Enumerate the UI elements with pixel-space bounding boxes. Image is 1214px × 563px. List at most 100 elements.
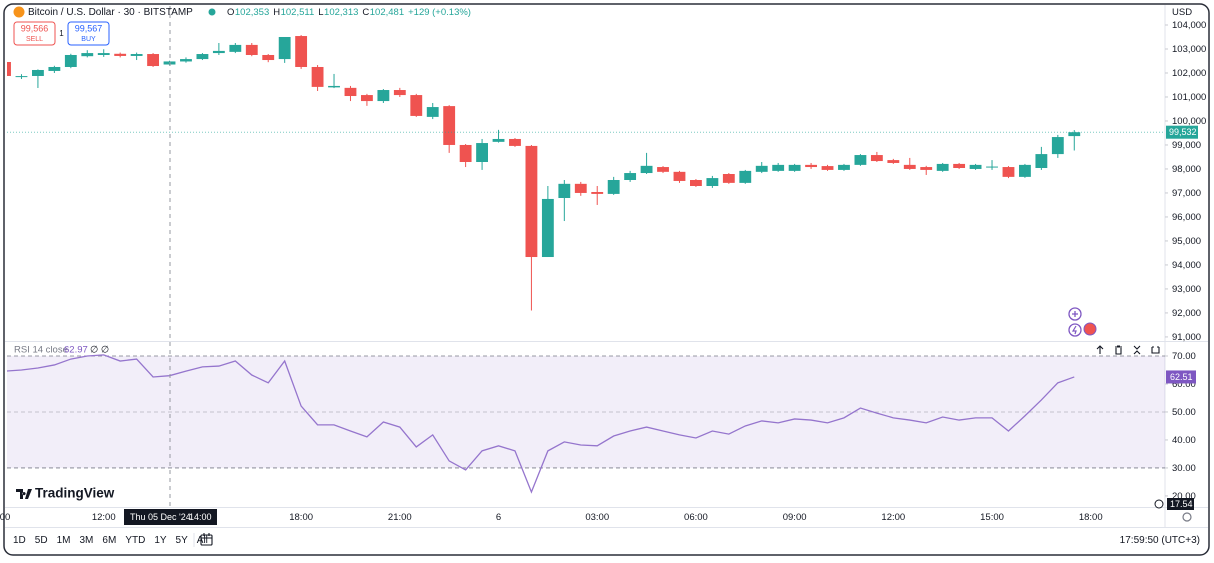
range-button[interactable]: 1Y bbox=[154, 535, 167, 546]
candle-body bbox=[640, 165, 653, 174]
candle-body bbox=[410, 95, 423, 116]
x-tick-label: 6 bbox=[496, 512, 501, 523]
crosshair-time-box bbox=[124, 509, 217, 525]
x-tick-label: 12:00 bbox=[881, 512, 905, 523]
candle-body bbox=[558, 183, 571, 198]
y-tick-label: 40.00 bbox=[1172, 435, 1196, 446]
y-tick-label: 96,000 bbox=[1172, 212, 1201, 223]
move-up-button[interactable] bbox=[1096, 345, 1104, 354]
y-tick-label: 104,000 bbox=[1172, 20, 1206, 31]
ohlc-value: 102,481 bbox=[370, 7, 404, 18]
events-icon[interactable] bbox=[1083, 322, 1097, 336]
y-tick-label: 94,000 bbox=[1172, 260, 1201, 271]
clock[interactable]: 17:59:50 (UTC+3) bbox=[1120, 535, 1200, 546]
rsi-legend-extra: ∅ ∅ bbox=[90, 345, 109, 356]
candle-body bbox=[81, 53, 94, 57]
candle-body bbox=[344, 87, 357, 97]
buy-price: 99,567 bbox=[75, 23, 103, 33]
candle-body bbox=[1051, 137, 1064, 155]
ohlc-value: 102,313 bbox=[324, 7, 358, 18]
collapse-button[interactable] bbox=[1133, 345, 1141, 355]
rsi-last-label: 62.51 bbox=[1170, 372, 1193, 382]
candle-body bbox=[509, 138, 521, 146]
candle-body bbox=[97, 53, 110, 55]
y-tick-label: 91,000 bbox=[1172, 332, 1201, 343]
alert-icon-glyph bbox=[1071, 325, 1077, 335]
crosshair-date: Thu 05 Dec '24 bbox=[130, 512, 191, 522]
candle-body bbox=[426, 107, 439, 117]
ohlc-key: L bbox=[318, 7, 323, 18]
candle-body bbox=[278, 36, 291, 60]
range-button[interactable]: All bbox=[197, 535, 208, 546]
candle-body bbox=[624, 173, 637, 180]
y-tick-label: 100,000 bbox=[1172, 116, 1206, 127]
rsi-pane bbox=[7, 354, 1075, 494]
range-button[interactable]: 1D bbox=[13, 535, 26, 546]
x-tick-label: 00 bbox=[0, 512, 10, 523]
rsi-last-box bbox=[1166, 370, 1196, 384]
y-tick-label: 95,000 bbox=[1172, 236, 1201, 247]
candle-body bbox=[986, 166, 998, 168]
range-button[interactable]: YTD bbox=[125, 535, 145, 546]
candle-body bbox=[772, 164, 785, 171]
delete-button[interactable] bbox=[1115, 345, 1122, 355]
range-button[interactable]: 3M bbox=[80, 535, 94, 546]
scale-plus[interactable] bbox=[1154, 499, 1164, 509]
candle-body bbox=[690, 179, 702, 186]
settings-button[interactable] bbox=[1182, 512, 1192, 522]
candle-body bbox=[838, 164, 850, 170]
candle-body bbox=[854, 155, 867, 165]
range-button[interactable]: 5D bbox=[35, 535, 48, 546]
x-tick-label: 12:00 bbox=[92, 512, 116, 523]
y-tick-label: 98,000 bbox=[1172, 164, 1201, 175]
candle-body bbox=[7, 61, 11, 76]
y-tick-label: 101,000 bbox=[1172, 92, 1206, 103]
range-button[interactable]: 6M bbox=[102, 535, 116, 546]
alert-icon[interactable] bbox=[1068, 323, 1082, 337]
sell-label: SELL bbox=[26, 36, 43, 43]
rsi-legend-value: 62.97 bbox=[64, 345, 88, 356]
candle-body bbox=[147, 54, 159, 67]
last-price-box bbox=[1166, 125, 1198, 139]
ohlc-legend: O 102,353 H 102,511 L 102,313 C 102,481 +129 (+0… bbox=[227, 7, 471, 18]
range-button[interactable]: 1M bbox=[57, 535, 71, 546]
date-range-button[interactable] bbox=[200, 533, 213, 546]
candle-body bbox=[821, 166, 834, 170]
spread: 1 bbox=[59, 29, 64, 38]
scale-box bbox=[1167, 498, 1194, 510]
y-tick-label: 70.00 bbox=[1172, 351, 1196, 362]
sell-button[interactable] bbox=[13, 21, 56, 46]
candle-body bbox=[212, 50, 225, 54]
candle-body bbox=[574, 183, 587, 193]
candle-body bbox=[196, 54, 209, 60]
y-tick-label: 93,000 bbox=[1172, 284, 1201, 295]
buy-button[interactable] bbox=[67, 21, 110, 46]
y-tick-label: 30.00 bbox=[1172, 463, 1196, 474]
candle-body bbox=[969, 164, 982, 169]
maximize-button[interactable] bbox=[1151, 346, 1160, 354]
candle-body bbox=[245, 44, 258, 55]
x-tick-label: 15:00 bbox=[980, 512, 1004, 523]
candle-body bbox=[1002, 167, 1015, 177]
candle-body bbox=[1019, 164, 1031, 177]
candle-body bbox=[1068, 132, 1081, 137]
candle-body bbox=[788, 164, 801, 171]
candle-body bbox=[229, 44, 242, 52]
market-status[interactable] bbox=[208, 8, 216, 16]
symbol-icon bbox=[13, 6, 25, 18]
sell-price: 99,566 bbox=[21, 23, 49, 33]
candle-body bbox=[541, 198, 554, 258]
x-tick-label: 03:00 bbox=[585, 512, 609, 523]
y-tick-label: 92,000 bbox=[1172, 308, 1201, 319]
last-price-label: 99,532 bbox=[1169, 127, 1197, 137]
candle-body bbox=[953, 163, 966, 169]
range-button[interactable]: 5Y bbox=[176, 535, 189, 546]
currency[interactable]: USD bbox=[1172, 7, 1192, 18]
logo-icon bbox=[16, 489, 32, 499]
x-tick-label: 09:00 bbox=[783, 512, 807, 523]
price-pane bbox=[7, 35, 1165, 311]
y-tick-label: 20.00 bbox=[1172, 491, 1196, 502]
range-toolbar: 1D 5D 1M 3M 6M YTD 1Y 5Y All bbox=[13, 535, 208, 546]
ohlc-key: C bbox=[362, 7, 369, 18]
axes: 91,000 92,000 93,000 94,000 95,000 96,000 97,0… bbox=[0, 20, 1206, 523]
